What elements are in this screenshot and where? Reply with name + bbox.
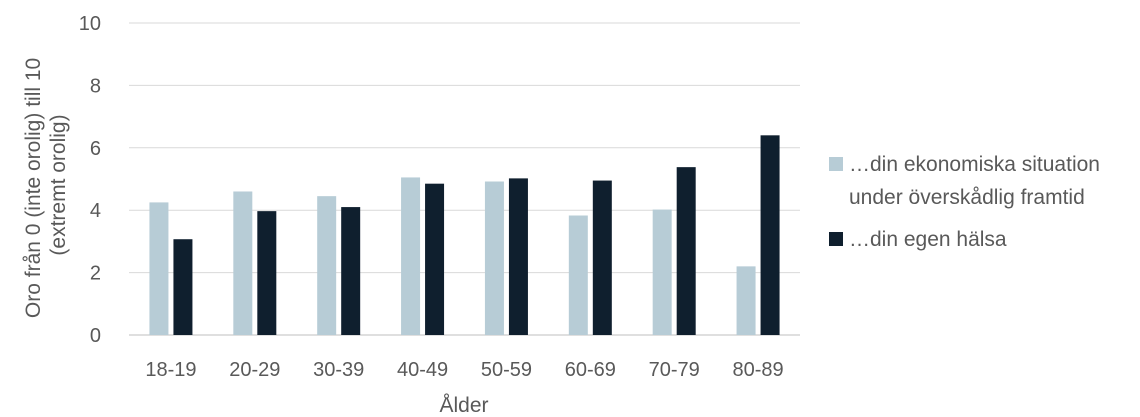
bar-health-50-59 [508,178,528,335]
y-axis-ticks: 0 2 4 6 8 10 [79,13,101,347]
bar-economy-18-19 [149,202,169,335]
bar-economy-40-49 [401,177,421,335]
x-category-label: 70-79 [649,359,700,381]
x-category-label: 40-49 [397,359,448,381]
legend-swatch-health [829,232,843,246]
bar-economy-20-29 [233,191,253,335]
x-axis-categories: 18-19 20-29 30-39 40-49 50-59 60-69 70-79 80-89 [145,359,783,381]
x-category-label: 18-19 [145,359,196,381]
gridlines [129,22,800,336]
y-tick-label: 2 [90,263,101,285]
bar-economy-50-59 [484,181,504,335]
bar-economy-80-89 [736,266,756,335]
bar-health-40-49 [425,183,445,335]
bar-economy-70-79 [652,209,672,335]
x-category-label: 50-59 [481,359,532,381]
legend-label-economy-text-line-2: under överskådlig framtid [849,186,1085,209]
y-tick-label: 4 [90,200,101,222]
x-category-label: 30-39 [313,359,364,381]
bar-health-20-29 [257,211,277,335]
bar-health-70-79 [676,167,696,335]
bar-economy-30-39 [317,196,337,335]
x-category-label: 80-89 [732,359,783,381]
bar-health-18-19 [173,239,193,335]
legend-label-economy-text: …din ekonomiska situation [849,153,1100,176]
legend-label-health: …din egen hälsa [849,228,1007,251]
legend-swatch-economy [829,157,843,171]
x-axis-title: Ålder [439,394,488,417]
bar-health-60-69 [592,180,612,335]
bar-health-80-89 [760,135,780,335]
y-axis-title: Oro från 0 (inte orolig) till 10 (extrem… [22,52,70,318]
legend: …din ekonomiska situation under överskåd… [829,153,1106,251]
bar-health-30-39 [341,207,361,335]
y-tick-label: 0 [90,325,101,347]
y-tick-label: 6 [90,138,101,160]
y-axis-title-line-2: (extremt orolig) [47,114,70,255]
x-category-label: 60-69 [565,359,616,381]
y-tick-label: 8 [90,75,101,97]
y-axis-title-line-1: Oro från 0 (inte orolig) till 10 [22,58,45,318]
bars [149,135,780,335]
x-category-label: 20-29 [229,359,280,381]
bar-economy-60-69 [568,215,588,335]
legend-label-economy: …din ekonomiska situation under överskåd… [849,153,1106,209]
y-tick-label: 10 [79,13,101,35]
